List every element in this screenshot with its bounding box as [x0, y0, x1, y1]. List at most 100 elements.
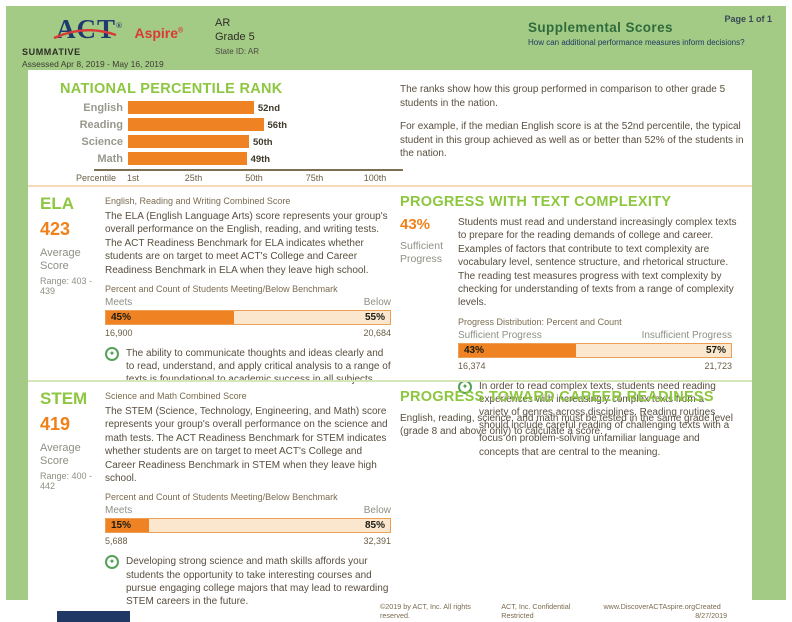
stem-benchmark-title: Percent and Count of Students Meeting/Be…	[105, 492, 338, 503]
footer-copyright: ©2019 by ACT, Inc. All rights reserved.	[380, 602, 471, 620]
npr-axis-label: Percentile	[76, 173, 117, 183]
footer-created: Created 8/27/2019	[695, 602, 728, 620]
stem-benchmark-bar: 15% 85%	[105, 518, 391, 534]
stem-average-score: 419	[40, 414, 71, 434]
npr-row: English 52nd	[68, 99, 398, 116]
ela-benchmark-counts: 16,900 20,684	[105, 328, 391, 338]
ela-note-text: The ability to communicate thoughts and …	[126, 347, 391, 386]
insufficient-percent: 57%	[705, 344, 726, 356]
section-ela: ELA 423 Average Score Range: 403 - 439 E…	[28, 185, 752, 458]
org-block: AR Grade 5 State ID: AR	[215, 17, 259, 56]
distribution-bar: 43% 57%	[458, 342, 732, 358]
act-aspire-logo: ACT® Aspire® SUMMATIVE Assessed Apr 8, 2…	[22, 14, 184, 70]
section-career-readiness: PROGRESS TOWARD CAREER READINESS English…	[400, 389, 748, 439]
npr-axis-tick: 50th	[245, 173, 263, 183]
text-complexity-score-block: 43% Sufficient Progress	[400, 216, 458, 310]
npr-description-paragraph: The ranks show how this group performed …	[400, 84, 726, 109]
ela-meets-segment: 45%	[106, 310, 234, 324]
report-type-label: SUMMATIVE	[22, 47, 81, 57]
stem-benchmark-labels: Meets Below	[105, 505, 391, 516]
npr-category-label: Reading	[79, 118, 123, 131]
stem-description: The STEM (Science, Technology, Engineeri…	[105, 406, 388, 484]
text-complexity-note: ✦ In order to read complex texts, studen…	[458, 379, 732, 459]
stem-below-count: 32,391	[363, 536, 391, 547]
distribution-counts: 16,374 21,723	[458, 361, 732, 371]
footer-url: www.DiscoverACTAspire.org	[603, 602, 696, 611]
npr-axis-tick: 100th	[363, 173, 387, 183]
ela-name: ELA	[40, 194, 74, 213]
stem-detail-block: Science and Math Combined Score The STEM…	[105, 391, 391, 608]
npr-row: Reading 56th	[68, 116, 398, 133]
page-footer: ©2019 by ACT, Inc. All rights reserved. …	[380, 602, 754, 620]
stem-meets-count: 5,688	[105, 536, 128, 547]
stem-combined-label: Science and Math Combined Score	[105, 391, 247, 401]
insufficient-segment: 57%	[575, 343, 731, 357]
npr-bar	[128, 152, 247, 165]
sufficient-count: 16,374	[458, 360, 486, 371]
npr-value-label: 49th	[250, 154, 271, 165]
text-complexity-percent-label: Sufficient Progress	[400, 240, 443, 266]
ela-meets-count: 16,900	[105, 327, 133, 338]
text-complexity-percent: 43%	[400, 216, 431, 233]
npr-row: Math 49th	[68, 150, 398, 167]
report-title: Supplemental Scores	[528, 20, 673, 35]
org-name: AR	[215, 17, 231, 29]
career-readiness-description: English, reading, science, and math must…	[400, 413, 733, 438]
ela-combined-label: English, Reading and Writing Combined Sc…	[105, 196, 291, 206]
stem-name: STEM	[40, 389, 88, 408]
npr-bar	[128, 101, 254, 114]
report-title-block: Supplemental Scores How can additional p…	[528, 20, 745, 47]
report-subtitle: How can additional performance measures …	[528, 38, 745, 47]
text-complexity-title: PROGRESS WITH TEXT COMPLEXITY	[400, 194, 672, 210]
stem-score-block: STEM 419 Average Score Range: 400 - 442	[40, 389, 104, 491]
text-complexity-description: Students must read and understand increa…	[458, 217, 737, 309]
act-swoosh-icon	[53, 29, 117, 40]
report-sheet: NATIONAL PERCENTILE RANK English 52nd Read…	[28, 70, 752, 607]
meets-label: Meets	[105, 505, 133, 517]
ela-meets-percent: 45%	[111, 311, 132, 323]
sufficient-percent: 43%	[464, 344, 485, 356]
ela-score-label: Average Score	[40, 247, 81, 273]
npr-axis-tick: 25th	[184, 173, 203, 183]
stem-score-label: Average Score	[40, 442, 81, 468]
stem-meets-segment: 15%	[106, 519, 149, 533]
npr-bar	[128, 118, 264, 131]
act-logo-text: ACT®	[56, 14, 123, 44]
ela-score-block: ELA 423 Average Score Range: 403 - 439	[40, 194, 104, 296]
stem-score-range: Range: 400 - 442	[40, 471, 93, 492]
meets-label: Meets	[105, 296, 133, 308]
readiness-compass-icon: ✦	[105, 555, 119, 570]
state-id-label: State ID: AR	[215, 46, 260, 56]
stem-below-percent: 85%	[364, 520, 385, 532]
stem-below-segment: 85%	[148, 519, 390, 533]
ela-score-range: Range: 403 - 439	[40, 276, 93, 297]
npr-bar-track: 49th	[128, 152, 370, 165]
ela-below-percent: 55%	[364, 311, 385, 323]
npr-chart: English 52nd Reading 56th Science 50th Math 49t…	[68, 99, 403, 185]
ela-detail-block: English, Reading and Writing Combined Sc…	[105, 196, 391, 387]
npr-description-paragraph: For example, if the median English score…	[400, 121, 744, 159]
below-label: Below	[363, 296, 391, 308]
npr-axis: Percentile 1st 25th 50th 75th 100th	[68, 169, 403, 185]
footer-confidential: ACT, Inc. Confidential Restricted	[501, 602, 571, 620]
npr-category-label: English	[83, 101, 123, 114]
registered-mark: ®	[178, 27, 184, 35]
npr-title: NATIONAL PERCENTILE RANK	[60, 81, 283, 97]
text-complexity-distribution: Progress Distribution: Percent and Count…	[458, 317, 732, 459]
grade-label: Grade 5	[215, 30, 255, 43]
npr-chart-rows: English 52nd Reading 56th Science 50th Math 49t…	[68, 99, 398, 167]
section-stem: STEM 419 Average Score Range: 400 - 442 …	[28, 380, 752, 607]
registered-mark: ®	[116, 21, 123, 30]
npr-value-label: 56th	[267, 120, 288, 131]
npr-description: The ranks show how this group performed …	[400, 83, 756, 161]
ela-below-count: 20,684	[363, 327, 391, 338]
npr-axis-tick: 1st	[126, 173, 140, 183]
ela-note: ✦ The ability to communicate thoughts an…	[105, 346, 391, 387]
ela-below-segment: 55%	[233, 310, 390, 324]
sufficient-progress-label: Sufficient Progress	[458, 329, 542, 341]
insufficient-count: 21,723	[704, 360, 732, 371]
npr-value-label: 50th	[253, 137, 273, 148]
npr-category-label: Science	[81, 135, 123, 148]
page-number: Page 1 of 1	[724, 14, 772, 24]
